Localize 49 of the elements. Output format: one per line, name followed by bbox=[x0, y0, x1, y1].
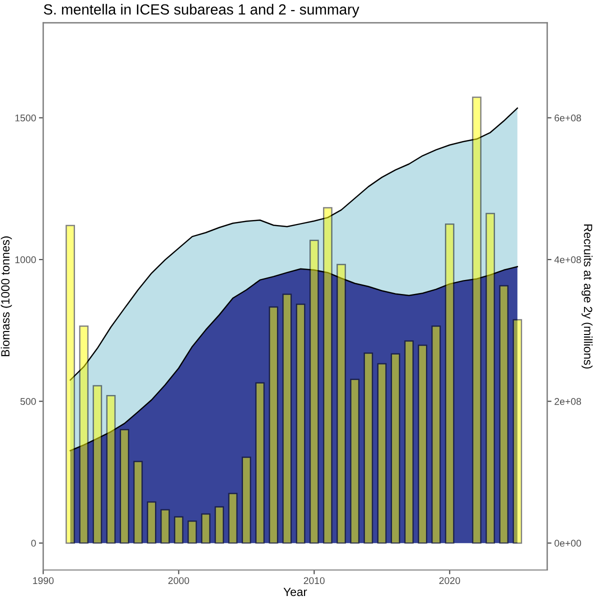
bar bbox=[444, 223, 454, 544]
chart-title: S. mentella in ICES subareas 1 and 2 - summary bbox=[44, 4, 360, 18]
bar bbox=[472, 96, 482, 544]
y-tick-label: 1000 bbox=[15, 256, 36, 264]
bar bbox=[106, 395, 116, 544]
y-tick-label: 0 bbox=[31, 540, 36, 547]
bar bbox=[255, 382, 265, 544]
bar bbox=[336, 264, 346, 544]
y-axis-title: Biomass (1000 tonnes) bbox=[0, 236, 12, 356]
bar bbox=[146, 501, 156, 544]
bar bbox=[174, 516, 184, 544]
y2-axis-title: Recruits at age 2y (millions) bbox=[582, 224, 593, 368]
bar bbox=[120, 429, 130, 544]
y2-tick-label: 2e+08 bbox=[554, 398, 582, 405]
bar bbox=[188, 520, 197, 544]
bar bbox=[499, 285, 509, 544]
bar bbox=[350, 378, 360, 544]
y2-tick-label: 4e+08 bbox=[554, 256, 582, 264]
bar bbox=[228, 492, 238, 544]
bar bbox=[214, 506, 224, 544]
bar bbox=[79, 326, 89, 544]
bar bbox=[282, 294, 292, 544]
bar bbox=[242, 456, 252, 544]
x-tick-label: 2000 bbox=[168, 577, 190, 584]
bar bbox=[364, 352, 374, 544]
bar bbox=[160, 509, 170, 544]
bar bbox=[309, 240, 319, 544]
bar bbox=[431, 326, 441, 544]
y2-tick-label: 0e+00 bbox=[554, 540, 582, 547]
y-tick-label: 500 bbox=[20, 398, 36, 405]
x-axis-title: Year bbox=[284, 588, 307, 596]
bar bbox=[377, 363, 387, 544]
y-tick-label: 1500 bbox=[15, 114, 36, 122]
bar bbox=[296, 304, 306, 544]
x-tick-label: 2010 bbox=[304, 577, 325, 584]
bar bbox=[418, 344, 428, 544]
bar bbox=[66, 224, 75, 544]
x-tick-label: 1990 bbox=[33, 577, 54, 584]
bar bbox=[201, 513, 210, 544]
bar bbox=[268, 306, 278, 544]
bar bbox=[92, 385, 102, 544]
y2-tick-label: 6e+08 bbox=[554, 114, 582, 122]
bar bbox=[133, 460, 143, 544]
bar bbox=[404, 340, 414, 544]
bar bbox=[390, 353, 400, 544]
bar bbox=[323, 207, 332, 544]
bar bbox=[512, 319, 522, 544]
x-tick-label: 2020 bbox=[439, 577, 460, 584]
bar bbox=[486, 212, 495, 544]
